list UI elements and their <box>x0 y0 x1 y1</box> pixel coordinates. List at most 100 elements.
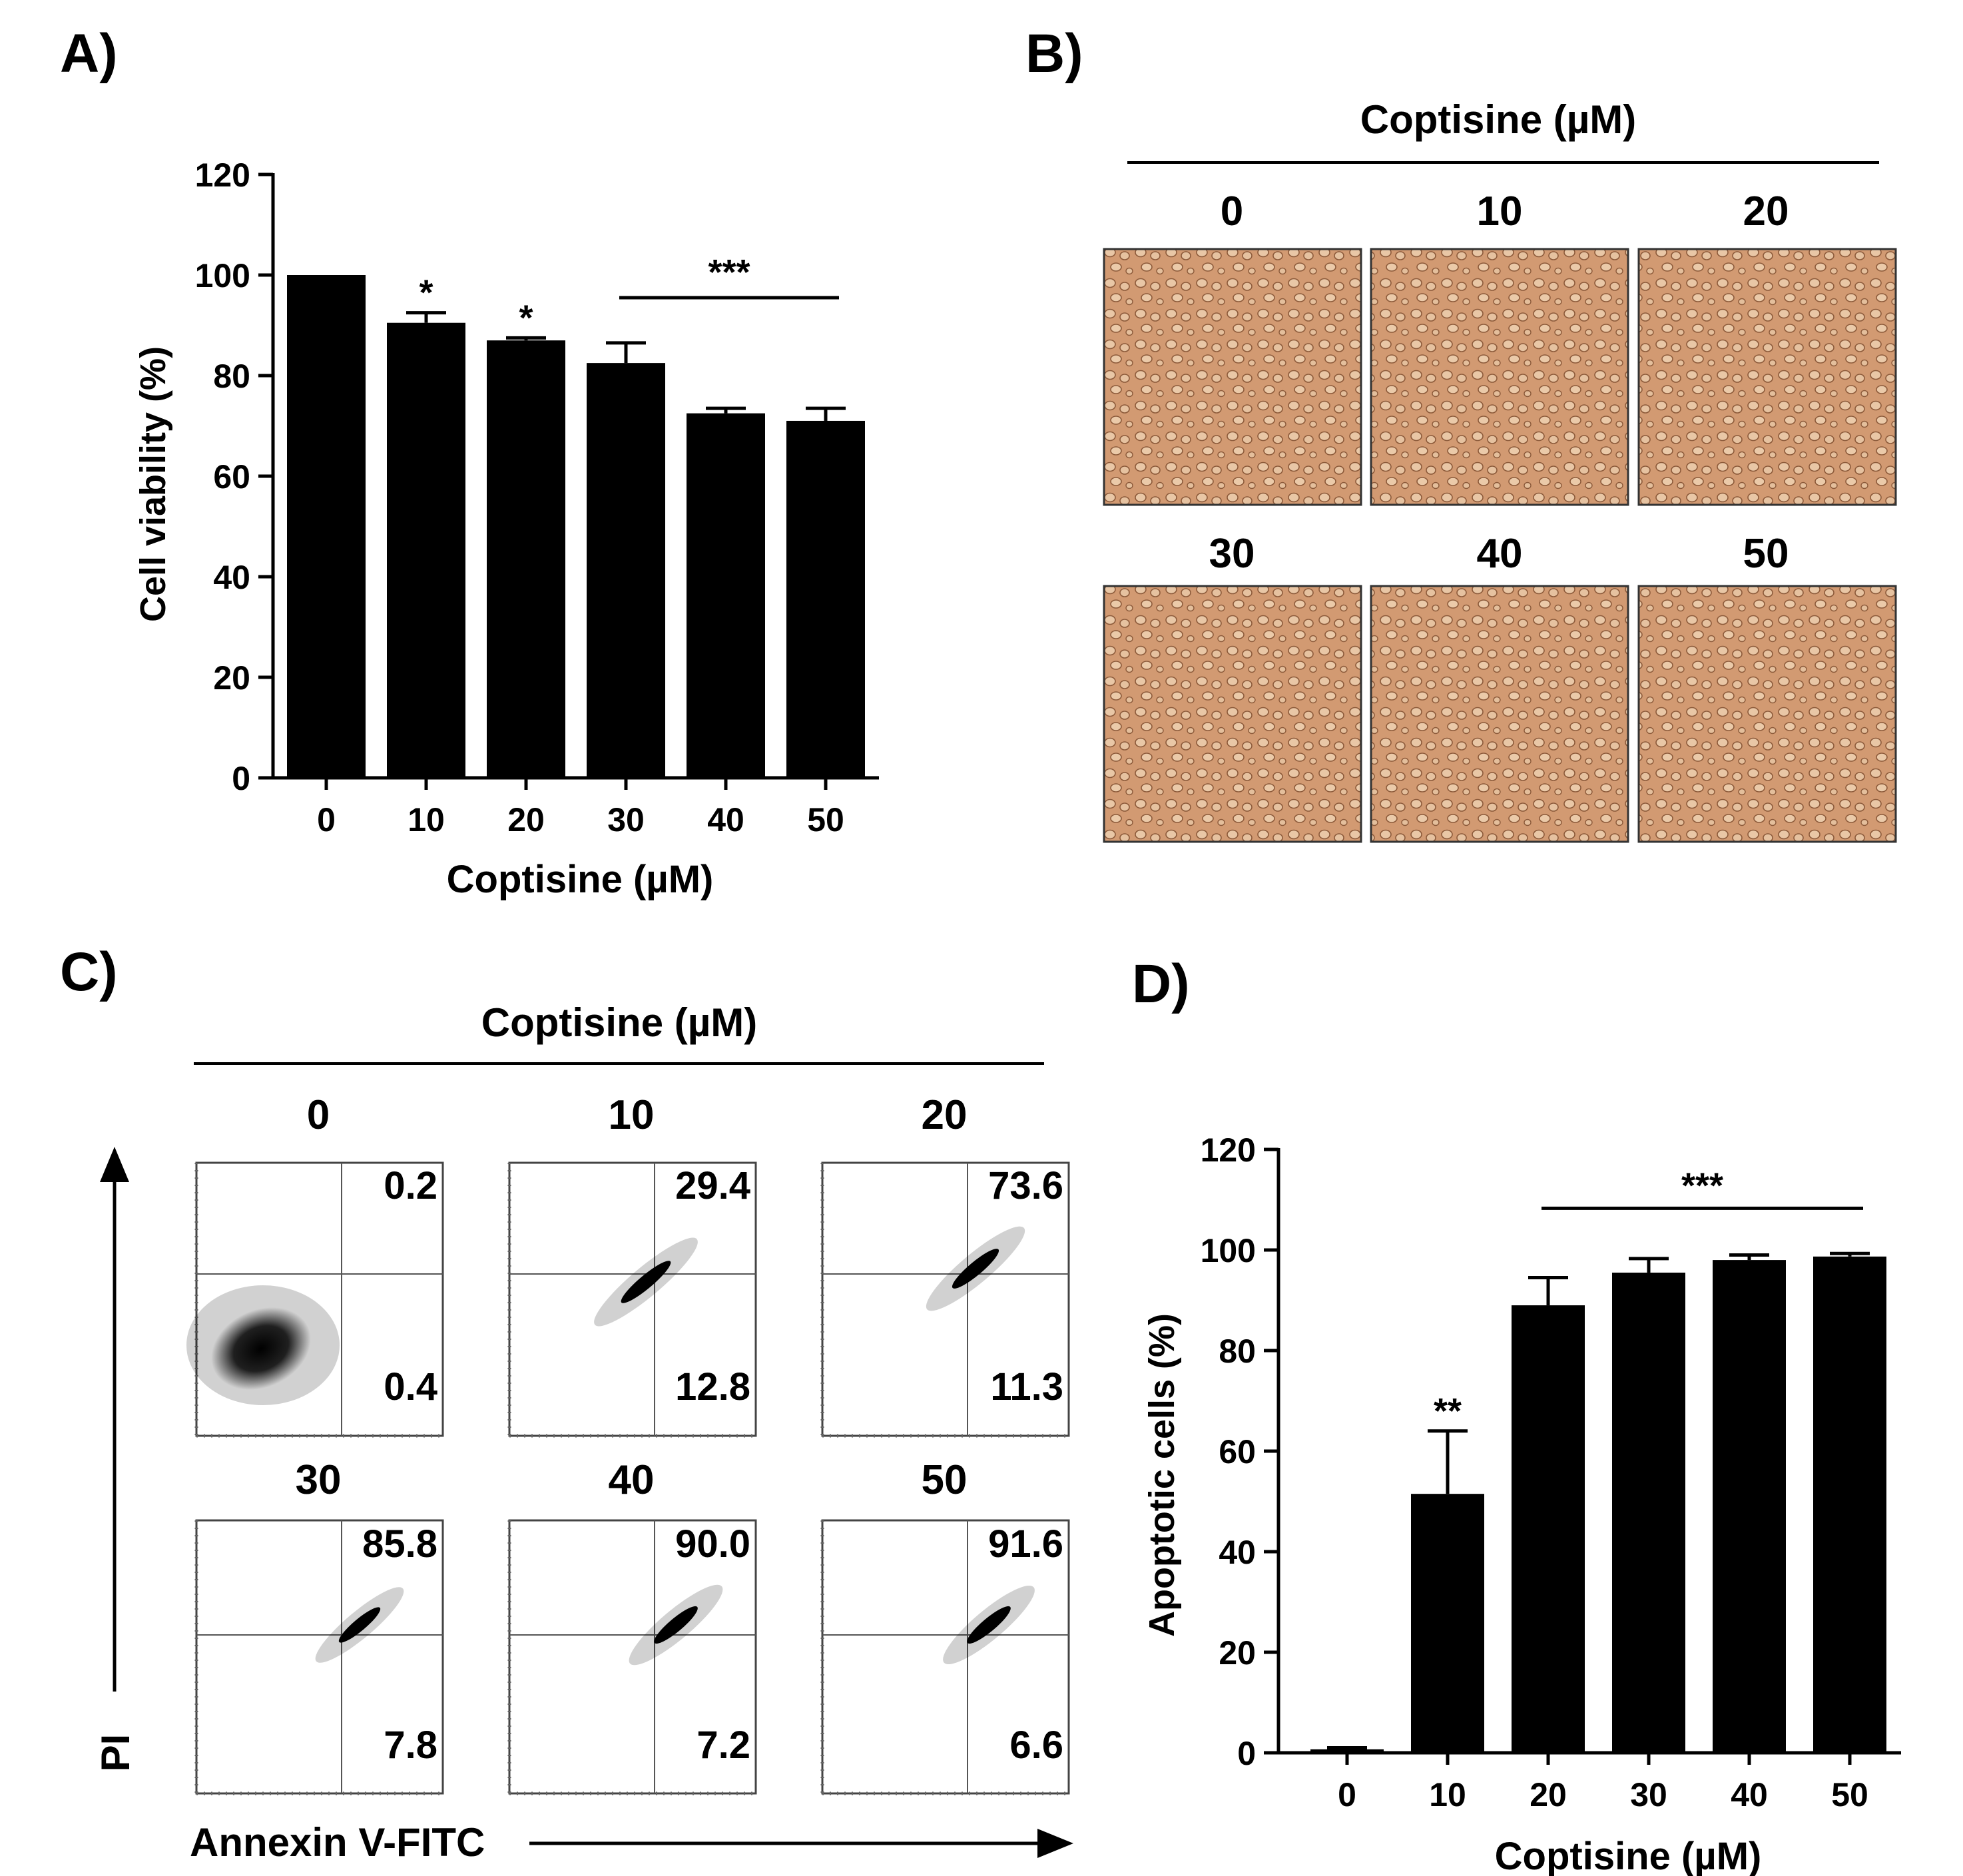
flow-plot: 85.8 7.8 <box>194 1519 444 1795</box>
micrograph-image <box>1103 248 1362 506</box>
chart-a-bracket-label: *** <box>708 252 750 292</box>
panel-c-label: 40 <box>609 1457 655 1503</box>
chart-a-ytick-label: 80 <box>213 358 250 395</box>
micrograph-image <box>1370 248 1629 506</box>
chart-a-ytick-label: 40 <box>213 559 250 596</box>
annexin-arrowhead-icon <box>1037 1829 1073 1858</box>
chart-a-xtick-label: 0 <box>317 801 336 838</box>
chart-d-xtick-label: 50 <box>1831 1776 1868 1813</box>
chart-d-significance: ** <box>1434 1391 1462 1431</box>
flow-quadrant-lr: 0.4 <box>384 1365 437 1408</box>
flow-plot: 73.6 11.3 <box>820 1161 1070 1438</box>
chart-d-bar <box>1612 1272 1685 1753</box>
flow-quadrant-ur: 85.8 <box>362 1522 437 1566</box>
flow-plot: 29.4 12.8 <box>507 1161 757 1438</box>
flow-quadrant-lr: 12.8 <box>675 1365 750 1408</box>
chart-d-xtick-label: 40 <box>1731 1776 1768 1813</box>
pi-arrowhead-icon <box>100 1147 129 1182</box>
chart-a-bar <box>687 413 765 778</box>
chart-d-xtick-label: 20 <box>1530 1776 1567 1813</box>
panel-b-label: 30 <box>1209 531 1255 577</box>
panel-c-header: Coptisine (µM) <box>481 1000 758 1045</box>
panel-b-label: 40 <box>1477 531 1523 577</box>
chart-a-ytick-label: 20 <box>213 659 250 697</box>
chart-d-bar <box>1713 1260 1786 1753</box>
flow-quadrant-lr: 6.6 <box>1009 1723 1063 1767</box>
flow-quadrant-ur: 29.4 <box>675 1164 750 1207</box>
chart-d-bracket-label: *** <box>1681 1165 1723 1205</box>
flow-quadrant-ur: 0.2 <box>384 1164 437 1207</box>
panel-c-label: 30 <box>296 1457 342 1503</box>
flow-quadrant-ur: 91.6 <box>988 1522 1063 1566</box>
chart-a-ylabel: Cell viability (%) <box>133 346 173 622</box>
panel-d-letter: D) <box>1132 954 1190 1014</box>
chart-d-ytick-label: 60 <box>1219 1433 1256 1470</box>
micrograph-image <box>1637 248 1897 506</box>
chart-d-xtick-label: 0 <box>1338 1776 1356 1813</box>
chart-a-ytick-label: 120 <box>195 156 250 194</box>
chart-d-ytick-label: 100 <box>1201 1232 1256 1269</box>
panel-c-label: 0 <box>307 1092 330 1138</box>
chart-d-ytick-label: 20 <box>1219 1634 1256 1672</box>
chart-a-xtick-label: 50 <box>807 801 844 838</box>
chart-a-ytick-label: 100 <box>195 257 250 294</box>
micrograph-image <box>1370 585 1629 843</box>
chart-a-xtick-label: 40 <box>707 801 744 838</box>
chart-a-bar <box>487 340 565 778</box>
chart-a-ytick-label: 60 <box>213 458 250 495</box>
chart-d-ylabel: Apoptotic cells (%) <box>1142 1313 1182 1637</box>
chart-a: Cell viability (%) Coptisine (µM) 0 20 40 6… <box>133 156 879 901</box>
flow-quadrant-ur: 90.0 <box>675 1522 750 1566</box>
chart-d: Apoptotic cells (%) Coptisine (µM) 0 20 40… <box>1142 1131 1901 1876</box>
chart-a-xtick-label: 30 <box>607 801 645 838</box>
micrograph-image <box>1103 585 1362 843</box>
panel-b: B) Coptisine (µM) 0 10 20 30 40 50 <box>1025 23 1897 843</box>
chart-d-bar <box>1411 1494 1484 1753</box>
chart-a-significance: * <box>419 273 433 313</box>
chart-a-significance: * <box>519 298 533 338</box>
chart-a-bar <box>587 363 665 778</box>
pi-axis-label: PI <box>93 1734 138 1772</box>
chart-d-bar <box>1512 1305 1585 1753</box>
flow-plot: 0.2 0.4 <box>186 1161 444 1438</box>
panel-c: C) Coptisine (µM) 0 10 20 30 40 50 0.2 0… <box>60 942 1073 1865</box>
chart-a-ytick-label: 0 <box>232 760 250 797</box>
chart-a-xtick-label: 10 <box>408 801 445 838</box>
chart-d-bar <box>1813 1256 1886 1753</box>
annexin-axis-label: Annexin V-FITC <box>190 1820 485 1865</box>
chart-d-ytick-label: 80 <box>1219 1333 1256 1370</box>
flow-quadrant-lr: 7.2 <box>697 1723 750 1767</box>
chart-d-ytick-label: 0 <box>1237 1735 1256 1772</box>
panel-c-letter: C) <box>60 942 118 1002</box>
panel-c-label: 10 <box>609 1092 655 1138</box>
chart-a-xlabel: Coptisine (µM) <box>447 858 714 901</box>
panel-c-label: 20 <box>922 1092 968 1138</box>
chart-d-ytick-label: 120 <box>1201 1131 1256 1169</box>
panel-d: D) Apoptotic cells (%) Coptisine (µM) 0 2… <box>1132 954 1901 1876</box>
chart-a-xtick-label: 20 <box>507 801 545 838</box>
flow-plot: 90.0 7.2 <box>507 1519 757 1795</box>
chart-d-xtick-label: 30 <box>1630 1776 1667 1813</box>
panel-b-header: Coptisine (µM) <box>1360 97 1637 142</box>
flow-quadrant-lr: 11.3 <box>990 1365 1063 1408</box>
chart-d-xtick-label: 10 <box>1429 1776 1466 1813</box>
flow-quadrant-ur: 73.6 <box>988 1164 1063 1207</box>
panel-b-letter: B) <box>1025 23 1083 84</box>
chart-a-bar <box>786 420 865 778</box>
chart-a-bar <box>287 275 366 778</box>
chart-a-bar <box>387 322 465 779</box>
panel-b-label: 20 <box>1743 188 1789 234</box>
panel-b-label: 10 <box>1477 188 1523 234</box>
flow-plot: 91.6 6.6 <box>820 1519 1070 1795</box>
micrograph-image <box>1637 585 1897 843</box>
chart-d-bar <box>1310 1749 1384 1753</box>
panel-b-label: 50 <box>1743 531 1789 577</box>
panel-b-label: 0 <box>1221 188 1243 234</box>
chart-d-xlabel: Coptisine (µM) <box>1495 1835 1762 1876</box>
panel-a: A) Cell viability (%) Coptisine (µM) 0 20… <box>60 23 879 901</box>
panel-c-label: 50 <box>922 1457 968 1503</box>
flow-quadrant-lr: 7.8 <box>384 1723 437 1767</box>
panel-a-letter: A) <box>60 23 118 84</box>
chart-d-ytick-label: 40 <box>1219 1534 1256 1571</box>
